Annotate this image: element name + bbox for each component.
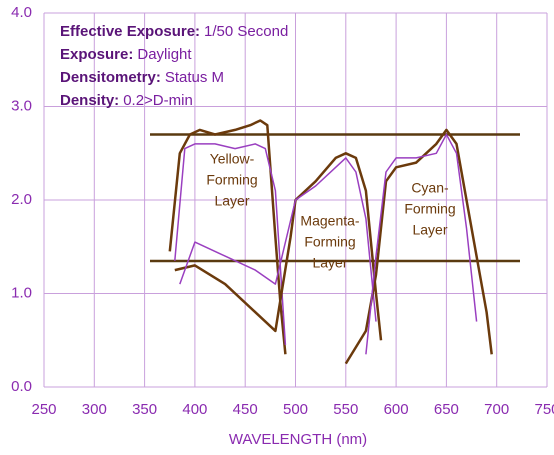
curve bbox=[344, 128, 493, 365]
curve bbox=[174, 143, 287, 345]
info-line: Density: 0.2>D-min bbox=[60, 92, 193, 109]
x-tick-label: 550 bbox=[333, 401, 358, 418]
y-tick-label: 3.0 bbox=[11, 97, 32, 114]
curve bbox=[179, 157, 377, 322]
info-value: 0.2>D-min bbox=[123, 92, 193, 109]
layer-label: Forming bbox=[304, 234, 355, 250]
y-tick-label: 1.0 bbox=[11, 284, 32, 301]
info-key: Densitometry: bbox=[60, 69, 161, 86]
y-tick-label: 0.0 bbox=[11, 378, 32, 395]
y-tick-label: 2.0 bbox=[11, 191, 32, 208]
x-tick-label: 700 bbox=[484, 401, 509, 418]
layer-label: Layer bbox=[312, 255, 347, 271]
layer-label: Forming bbox=[206, 172, 257, 188]
info-value: Status M bbox=[165, 69, 224, 86]
curve bbox=[365, 133, 478, 355]
x-tick-label: 500 bbox=[283, 401, 308, 418]
layer-label: Magenta- bbox=[300, 213, 359, 229]
x-tick-label: 250 bbox=[31, 401, 56, 418]
info-value: Daylight bbox=[137, 46, 192, 63]
x-axis-title: WAVELENGTH (nm) bbox=[229, 431, 367, 448]
layer-label: Layer bbox=[412, 222, 447, 238]
layer-label: Cyan- bbox=[411, 180, 449, 196]
info-key: Effective Exposure: bbox=[60, 23, 200, 40]
y-tick-label: 4.0 bbox=[11, 4, 32, 21]
x-tick-label: 400 bbox=[182, 401, 207, 418]
info-line: Densitometry: Status M bbox=[60, 69, 224, 86]
x-tick-label: 750 bbox=[534, 401, 554, 418]
curve bbox=[168, 119, 287, 355]
layer-label: Yellow- bbox=[210, 151, 255, 167]
info-line: Effective Exposure: 1/50 Second bbox=[60, 23, 288, 40]
info-key: Exposure: bbox=[60, 46, 133, 63]
x-tick-label: 300 bbox=[82, 401, 107, 418]
x-tick-label: 650 bbox=[434, 401, 459, 418]
curve bbox=[174, 152, 383, 341]
info-key: Density: bbox=[60, 92, 119, 109]
x-tick-label: 350 bbox=[132, 401, 157, 418]
layer-label: Layer bbox=[214, 193, 249, 209]
x-tick-label: 450 bbox=[233, 401, 258, 418]
info-line: Exposure: Daylight bbox=[60, 46, 192, 63]
layer-label: Forming bbox=[404, 201, 455, 217]
info-value: 1/50 Second bbox=[204, 23, 288, 40]
x-tick-label: 600 bbox=[384, 401, 409, 418]
